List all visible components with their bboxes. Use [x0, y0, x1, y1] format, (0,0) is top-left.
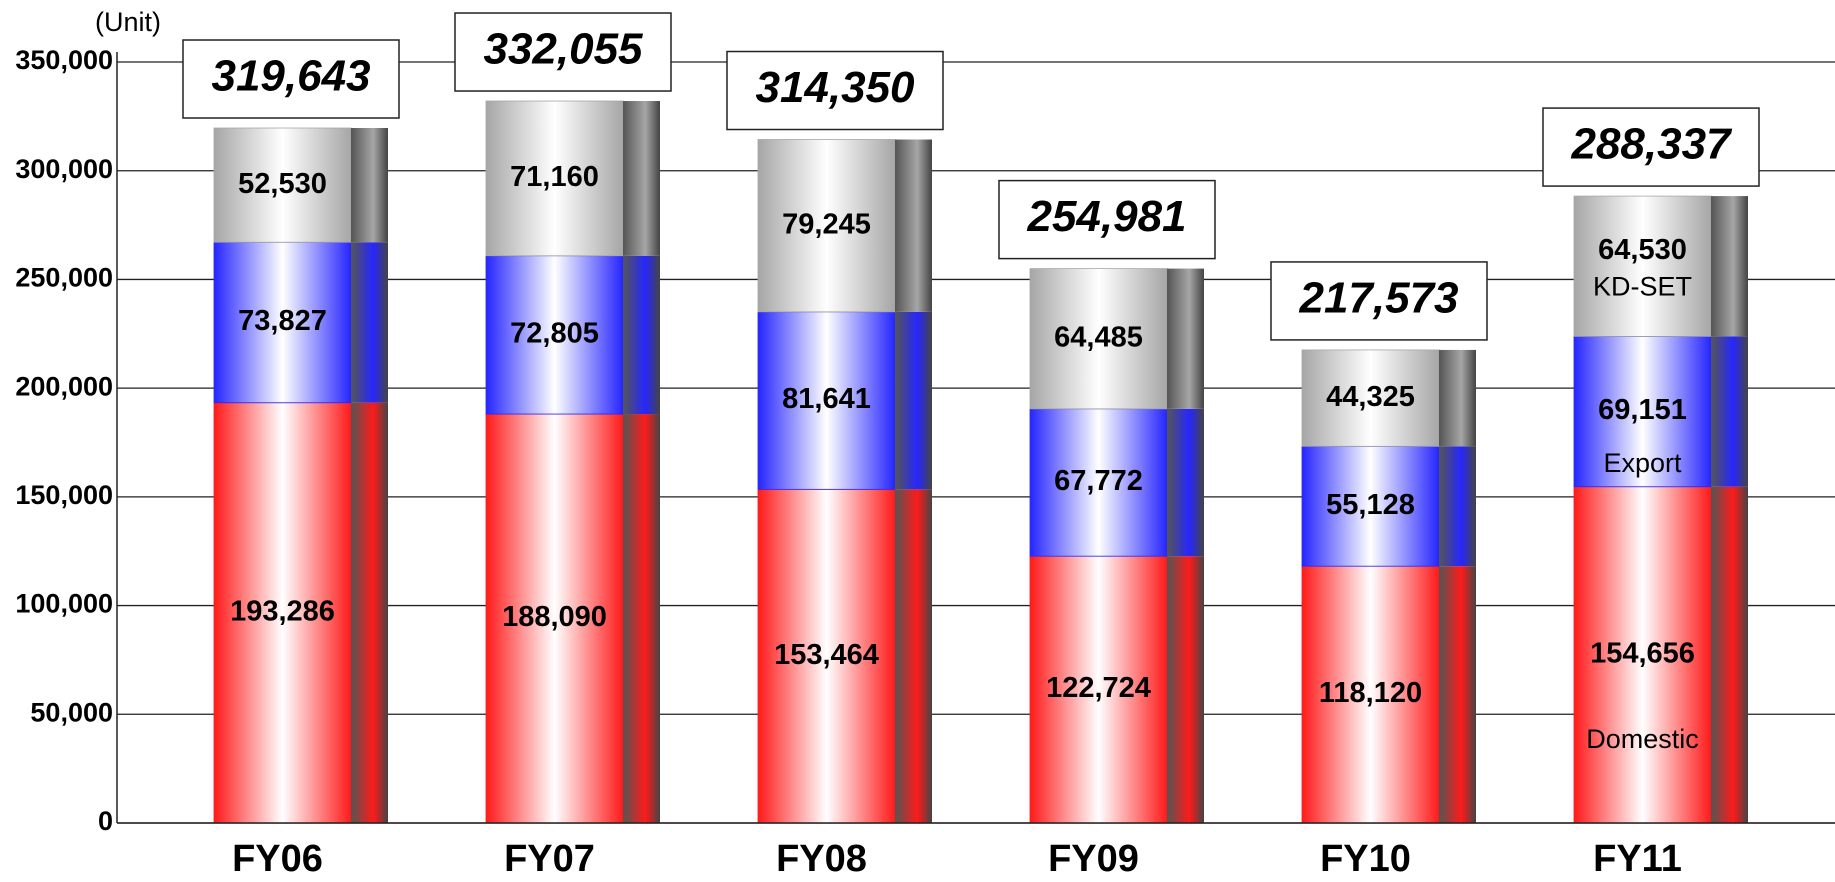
value-label: 188,090 [502, 601, 607, 633]
series-name: Domestic [1586, 724, 1699, 754]
bar-segment [213, 402, 352, 824]
bar-segment [485, 413, 624, 824]
total-box [1270, 261, 1488, 341]
unit-label: (Unit) [95, 7, 161, 37]
value-label: 67,772 [1054, 465, 1143, 497]
bar-segment [1301, 349, 1440, 447]
total-label: 314,350 [755, 63, 915, 112]
value-label: 122,724 [1046, 672, 1151, 704]
value-label: 81,641 [782, 383, 871, 415]
x-tick-label: FY08 [776, 838, 867, 880]
total-box [182, 39, 400, 119]
bar-segment [485, 255, 624, 415]
total-box [454, 12, 672, 92]
bar-segment [757, 311, 896, 490]
total-label: 217,573 [1298, 274, 1458, 323]
bar-side [895, 311, 932, 490]
total-label: 288,337 [1570, 120, 1733, 169]
bar-segment [1573, 335, 1712, 488]
bar-side [1167, 408, 1204, 557]
bar-side [895, 139, 932, 312]
bar-side [1439, 446, 1476, 567]
bar-segment [1573, 486, 1712, 824]
bar-segment [1029, 555, 1168, 824]
y-tick-label: 0 [98, 806, 113, 836]
bar-segment [757, 139, 896, 313]
total-box [1542, 107, 1760, 187]
x-tick-label: FY06 [232, 838, 323, 880]
bar-side [351, 128, 388, 243]
value-label: 71,160 [510, 161, 599, 193]
value-label: 118,120 [1319, 677, 1422, 709]
y-tick-label: 300,000 [15, 154, 113, 184]
bar-side [895, 489, 932, 823]
bar-side [1439, 566, 1476, 823]
y-tick-label: 200,000 [15, 371, 113, 401]
bar-side [623, 101, 660, 256]
value-label: 79,245 [782, 208, 871, 240]
y-tick-label: 50,000 [30, 697, 113, 727]
bar-segment [213, 241, 352, 404]
value-label: 64,530 [1598, 234, 1687, 266]
value-label: 64,485 [1054, 321, 1143, 353]
value-label: 73,827 [238, 305, 327, 337]
bar-side [1711, 336, 1748, 487]
bar-side [351, 402, 388, 823]
bar-side [351, 242, 388, 403]
value-label: 193,286 [230, 596, 335, 628]
value-label: 69,151 [1598, 394, 1687, 426]
total-label: 319,643 [211, 52, 370, 101]
total-box [726, 50, 944, 131]
y-tick-label: 250,000 [15, 263, 113, 293]
bar-segment [213, 127, 352, 243]
series-name: Export [1603, 448, 1682, 478]
value-label: 55,128 [1326, 489, 1415, 521]
value-label: 72,805 [510, 318, 599, 350]
value-label: 44,325 [1326, 381, 1415, 413]
bar-side [1711, 196, 1748, 337]
bar-segment [1301, 445, 1440, 567]
bar-side [1167, 556, 1204, 823]
value-label: 154,656 [1590, 638, 1695, 670]
bar-side [623, 414, 660, 823]
x-tick-label: FY11 [1593, 838, 1682, 880]
bar-segment [1573, 195, 1712, 337]
x-tick-label: FY10 [1320, 838, 1411, 880]
value-label: 52,530 [238, 168, 327, 200]
x-tick-label: FY07 [504, 838, 595, 880]
bar-segment [485, 100, 624, 257]
value-label: 153,464 [774, 639, 879, 671]
bar-side [1167, 268, 1204, 409]
bar-side [1711, 486, 1748, 823]
series-name: KD-SET [1593, 271, 1692, 301]
x-tick-label: FY09 [1048, 838, 1139, 880]
bar-segment [1029, 408, 1168, 557]
total-label: 254,981 [1026, 192, 1186, 241]
y-tick-label: 150,000 [15, 480, 113, 510]
y-tick-label: 100,000 [15, 589, 113, 619]
y-tick-label: 350,000 [15, 45, 113, 75]
total-label: 332,055 [483, 25, 643, 74]
bar-segment [1029, 268, 1168, 410]
total-box [998, 179, 1216, 260]
bar-side [1439, 349, 1476, 447]
bar-side [623, 255, 660, 415]
bar-segment [1301, 565, 1440, 824]
